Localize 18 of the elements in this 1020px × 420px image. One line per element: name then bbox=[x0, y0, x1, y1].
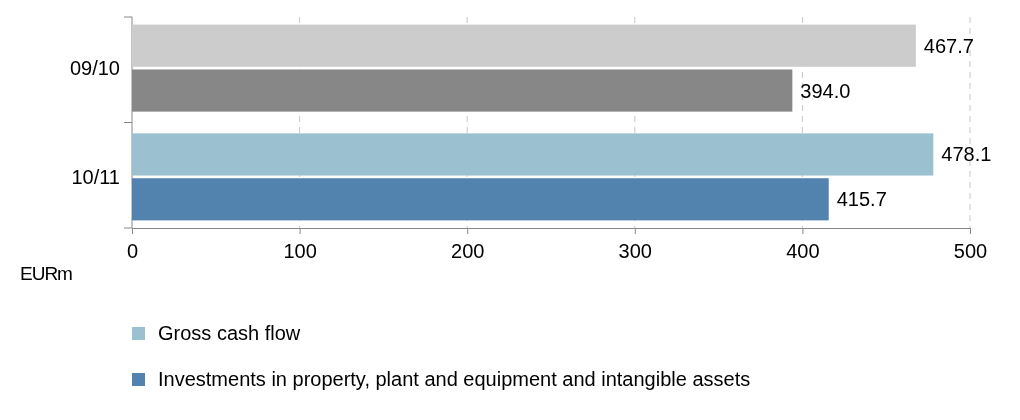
data-label: 415.7 bbox=[836, 188, 887, 211]
x-tick-label: 500 bbox=[953, 240, 988, 263]
x-tick-label: 100 bbox=[283, 240, 317, 263]
bar bbox=[132, 24, 916, 67]
bar bbox=[132, 178, 829, 221]
x-tick-label: 200 bbox=[451, 240, 485, 263]
legend-label: Gross cash flow bbox=[158, 322, 301, 344]
y-tick-label: 10/11 bbox=[71, 165, 120, 188]
x-tick-label: 300 bbox=[618, 240, 652, 263]
bar bbox=[132, 133, 934, 176]
x-tick-label: 0 bbox=[126, 240, 139, 263]
legend-label: Investments in property, plant and equipment and intangible assets bbox=[158, 368, 751, 390]
data-label: 478.1 bbox=[941, 143, 992, 166]
x-tick-label: 400 bbox=[786, 240, 820, 263]
data-label: 394.0 bbox=[800, 79, 851, 102]
data-label: 467.7 bbox=[923, 34, 974, 57]
y-tick-label: 09/10 bbox=[69, 57, 120, 80]
x-axis-title: EURm bbox=[20, 263, 73, 284]
